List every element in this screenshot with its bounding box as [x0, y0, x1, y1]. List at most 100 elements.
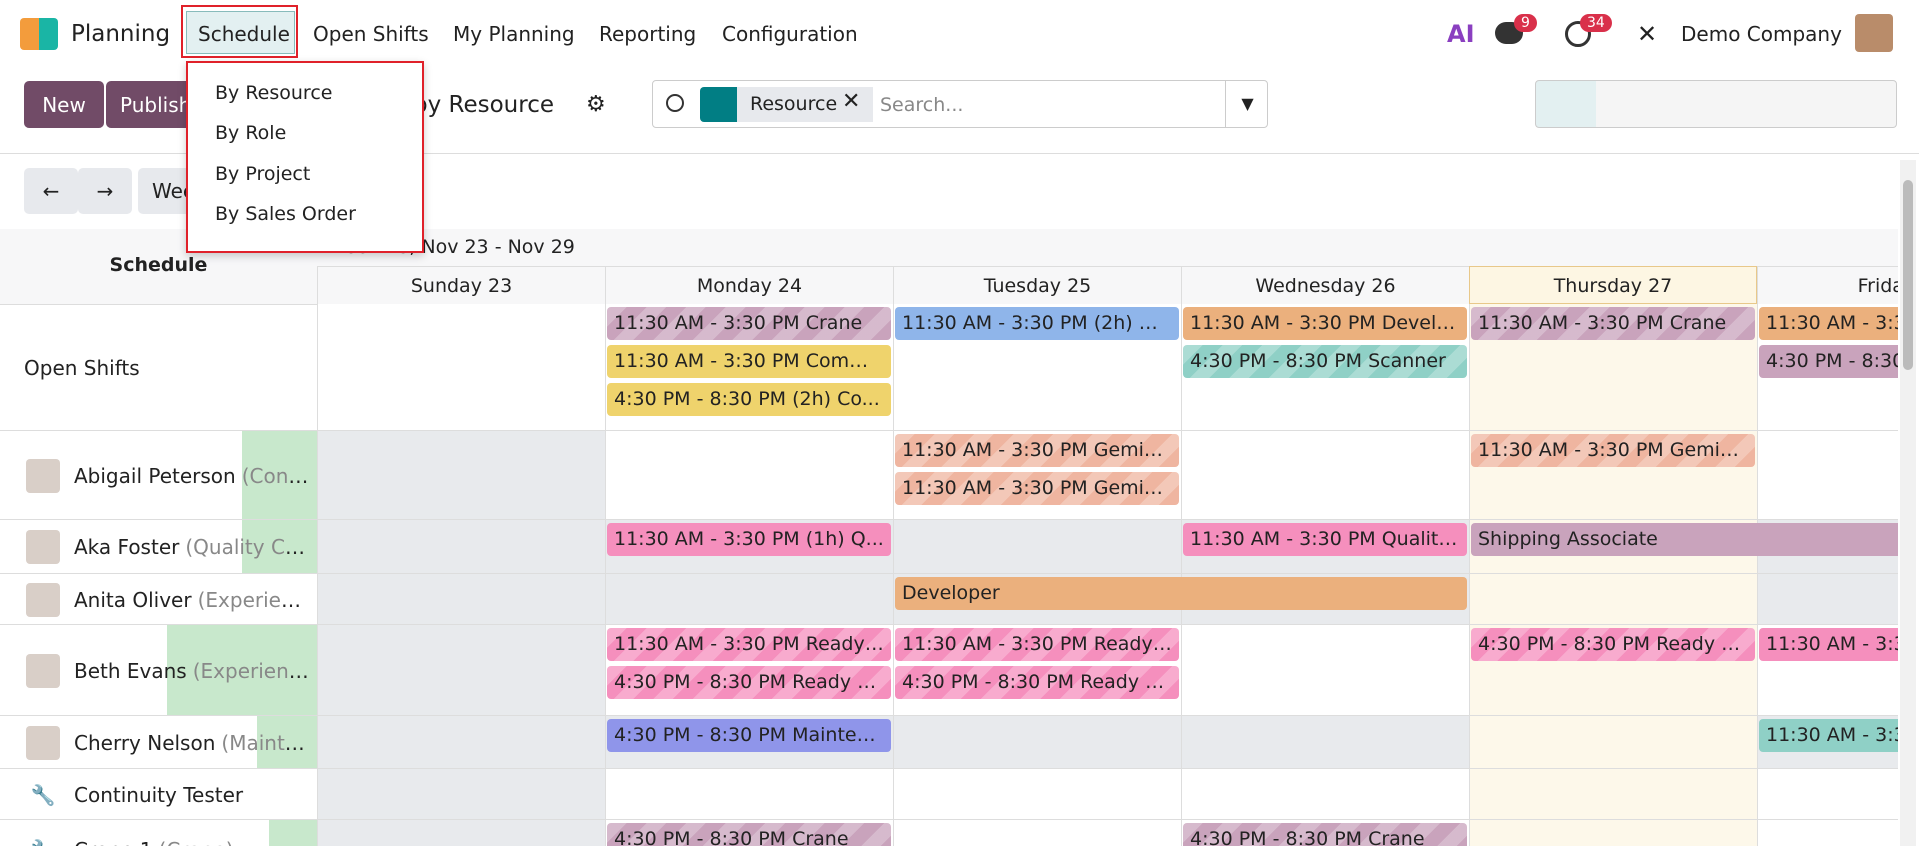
progress — [257, 716, 317, 768]
day-header: Tuesday 25 — [893, 266, 1181, 304]
dropdown-item[interactable]: By Resource — [215, 82, 333, 104]
cell — [893, 769, 1181, 819]
row — [0, 431, 1898, 520]
menu-item[interactable]: My Planning — [453, 22, 575, 46]
search-box[interactable] — [652, 80, 1268, 128]
new-button[interactable]: New — [24, 81, 104, 128]
view-switcher[interactable] — [1535, 80, 1897, 128]
shift-pill[interactable]: 11:30 AM - 3:30 PM Gemini... — [895, 472, 1179, 505]
cell — [1181, 769, 1469, 819]
shift-pill[interactable]: 4:30 PM - 8:30 PM Mainten... — [607, 719, 891, 752]
facet[interactable] — [737, 87, 873, 122]
cell — [893, 520, 1181, 573]
shift-pill[interactable]: 11:30 AM - 3:30 PM Crane — [1471, 307, 1755, 340]
cell — [1757, 431, 1898, 519]
cell — [317, 574, 605, 624]
gear[interactable]: ⚙ — [586, 92, 606, 117]
tools-icon[interactable]: ✕ — [1637, 20, 1658, 48]
scrollbar — [1900, 160, 1916, 846]
shift-pill[interactable]: 4:30 PM - 8:30 PM Scanner — [1183, 345, 1467, 378]
resource-role: (Quality Con... — [185, 535, 311, 559]
shift-pill[interactable]: 11:30 AM - 3:30 PM Develo... — [1183, 307, 1467, 340]
facet-icon — [700, 87, 737, 122]
shift-pill[interactable]: 4:30 PM - 8:30 PM Crane — [1183, 823, 1467, 846]
resource-role: (Experience... — [192, 658, 311, 683]
shift-pill[interactable]: 11:30 AM - 3:30 PM — [1759, 719, 1898, 752]
search-icon — [666, 94, 684, 112]
cell — [317, 820, 605, 846]
day-header: Thursday 27 — [1469, 266, 1757, 304]
shift-pill[interactable]: 11:30 AM - 3:30 PM — [1759, 307, 1898, 340]
avatar[interactable] — [1855, 14, 1893, 52]
shift-pill[interactable]: 11:30 AM - 3:30 PM Crane — [607, 307, 891, 340]
shift-pill[interactable]: 4:30 PM - 8:30 PM (2h) Co... — [607, 383, 891, 416]
shift-pill[interactable]: 4:30 PM - 8:30 PM Crane — [607, 823, 891, 846]
resource-role: (Cons... — [241, 463, 311, 488]
menu-item[interactable]: Reporting — [599, 22, 697, 46]
dropdown-item[interactable]: By Role — [215, 122, 287, 144]
avatar — [26, 530, 60, 564]
search-toggle[interactable]: ▼ — [1225, 80, 1269, 128]
row-name: Cherry Nelson(Mainten... — [74, 731, 311, 755]
divider — [0, 153, 1919, 154]
resource-role: (Experience... — [197, 587, 311, 612]
cell — [1469, 769, 1757, 819]
cell — [317, 304, 605, 430]
search-input[interactable]: Search... — [880, 94, 964, 116]
shift-pill[interactable]: 4:30 PM - 8:30 PM — [1759, 345, 1898, 378]
progress — [242, 520, 317, 573]
resource-name: Continuity Tester — [74, 782, 244, 807]
row — [0, 625, 1898, 716]
facet-remove[interactable]: ✕ — [842, 89, 861, 114]
company[interactable]: Demo Company — [1681, 22, 1842, 46]
shift-pill[interactable]: 11:30 AM - 3:30 PM (2h) M... — [895, 307, 1179, 340]
avatar — [26, 653, 60, 688]
shift-pill[interactable]: 11:30 AM - 3:30 PM (1h) Q... — [607, 523, 891, 556]
cell — [317, 769, 605, 819]
cell — [1469, 716, 1757, 768]
shift-pill[interactable]: 11:30 AM - 3:30 PM Gemini... — [1471, 434, 1755, 467]
menu-item[interactable]: Open Shifts — [313, 22, 429, 46]
avatar: 🔧 — [26, 777, 60, 812]
cell — [317, 625, 605, 715]
shift-pill[interactable]: 4:30 PM - 8:30 PM Ready M... — [607, 666, 891, 699]
badge: 9 — [1514, 14, 1537, 32]
cell — [317, 716, 605, 768]
day-header: Friday 28 — [1757, 266, 1898, 304]
row-name: Crane 1 (Crane) — [74, 838, 311, 846]
avatar: 🔧 — [26, 833, 60, 846]
shift-pill[interactable]: 4:30 PM - 8:30 PM Ready M... — [1471, 628, 1755, 661]
shift-pill[interactable]: Shipping Associate — [1471, 523, 1898, 556]
shift-pill[interactable]: 11:30 AM - 3:30 PM Ready ... — [607, 628, 891, 661]
prev-button[interactable]: ← — [24, 168, 78, 214]
clock-icon[interactable] — [1565, 21, 1591, 47]
row-name: Anita Oliver(Experience... — [74, 588, 311, 612]
shift-pill[interactable]: 11:30 AM - 3:30 PM — [1759, 628, 1898, 661]
menu-item[interactable]: Configuration — [722, 22, 858, 46]
resource-role: (Mainten... — [221, 730, 311, 755]
corner: Schedule — [109, 254, 208, 276]
dropdown — [186, 61, 424, 253]
menu-highlight — [181, 5, 298, 58]
shift-pill[interactable]: Developer — [895, 577, 1467, 610]
shift-pill[interactable]: 11:30 AM - 3:30 PM Ready ... — [895, 628, 1179, 661]
resource-name: Open Shifts — [24, 355, 140, 380]
cell — [1757, 574, 1898, 624]
cell — [1469, 574, 1757, 624]
progress — [167, 625, 317, 715]
next-button[interactable]: → — [78, 168, 132, 214]
row — [0, 574, 1898, 625]
dropdown-item[interactable]: By Sales Order — [215, 203, 356, 225]
ai-icon[interactable]: AI — [1447, 20, 1475, 48]
shift-pill[interactable]: 4:30 PM - 8:30 PM Ready M... — [895, 666, 1179, 699]
menu-item[interactable]: Schedule — [198, 22, 290, 46]
shift-pill[interactable]: 11:30 AM - 3:30 PM Gemini... — [895, 434, 1179, 467]
shift-pill[interactable]: 11:30 AM - 3:30 PM Comm... — [607, 345, 891, 378]
dropdown-item[interactable]: By Project — [215, 163, 311, 185]
shift-pill[interactable]: 11:30 AM - 3:30 PM Quality... — [1183, 523, 1467, 556]
resource-role: (Crane) — [159, 838, 234, 846]
avatar — [26, 582, 60, 617]
resource-name: Abigail Peterson — [74, 463, 236, 488]
row-name: Open Shifts — [24, 356, 311, 380]
